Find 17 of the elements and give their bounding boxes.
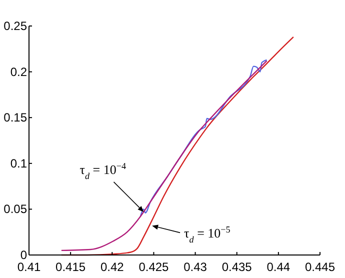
x-tick-label: 0.41 — [17, 260, 41, 274]
x-tick-label: 0.43 — [184, 260, 208, 274]
y-tick-label: 0.05 — [4, 202, 28, 216]
annotation: τ$_{d}$ = 10$^{−4}$ — [80, 160, 126, 181]
y-tick-label: 0.1 — [10, 156, 28, 170]
x-tick-label: 0.415 — [56, 260, 86, 274]
x-tick-label: 0.435 — [222, 260, 252, 274]
y-tick-label: 0 — [20, 248, 28, 262]
x-tick-label: 0.42 — [100, 260, 124, 274]
x-tick-label: 0.44 — [266, 260, 290, 274]
line-series — [60, 60, 268, 252]
y-tick-label: 0.15 — [4, 110, 28, 125]
y-tick-label: 0.25 — [4, 19, 28, 33]
annotation: τ$_{d}$ = 10$^{−5}$ — [184, 224, 231, 245]
x-tick-label: 0.445 — [304, 260, 336, 274]
x-tick-label: 0.425 — [138, 260, 170, 274]
y-tick-label: 0.2 — [10, 64, 28, 79]
